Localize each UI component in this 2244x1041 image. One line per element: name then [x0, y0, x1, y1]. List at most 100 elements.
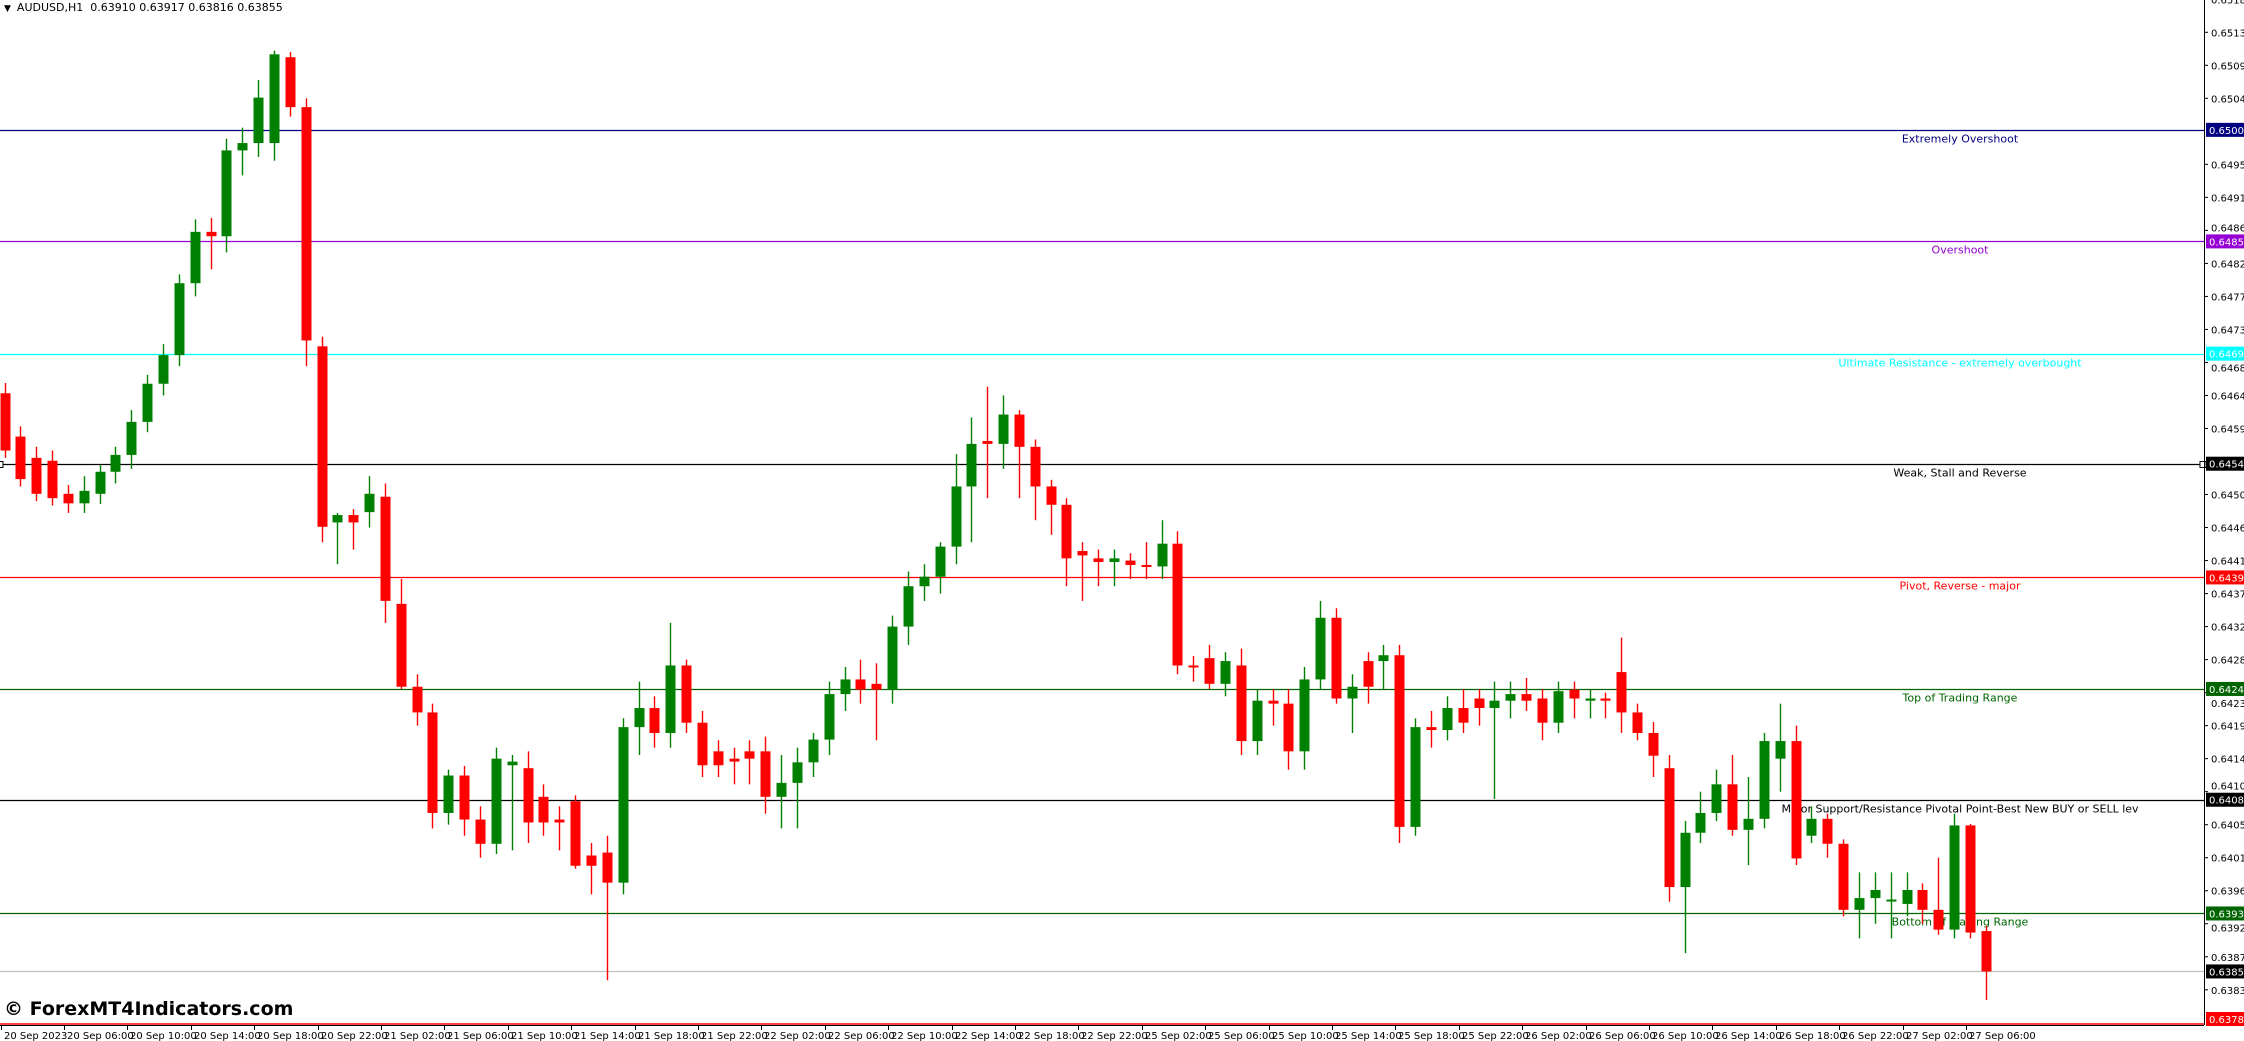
candle-body	[1378, 655, 1389, 662]
candle-body	[744, 751, 755, 759]
candle-body	[1569, 689, 1580, 699]
level-label: Ultimate Resistance - extremely overboug…	[1838, 357, 2082, 370]
candle-body	[1410, 727, 1421, 827]
time-tick-label: 22 Sep 10:00	[891, 1031, 958, 1041]
candle-body	[317, 346, 328, 527]
candle-body	[332, 515, 343, 523]
candle-body	[681, 665, 692, 723]
candle-body	[1553, 691, 1564, 723]
time-tick-label: 20 Sep 06:00	[67, 1031, 134, 1041]
candle-body	[649, 708, 660, 733]
price-tick-label: 0.64145	[2211, 755, 2244, 766]
candle-body	[1299, 679, 1310, 752]
candle-body	[491, 758, 502, 844]
price-tag	[2206, 122, 2244, 137]
candle-body	[1157, 543, 1168, 567]
candle-body	[1093, 558, 1104, 563]
time-tick-label: 22 Sep 18:00	[1018, 1031, 1085, 1041]
candle-body	[1933, 909, 1944, 930]
chart-header: ▼ AUDUSD,H1 0.63910 0.63917 0.63816 0.638…	[4, 1, 283, 14]
candle-body	[1442, 708, 1453, 731]
time-tick-label: 20 Sep 10:00	[130, 1031, 197, 1041]
time-tick-label: 25 Sep 06:00	[1208, 1031, 1275, 1041]
candle-body	[0, 393, 11, 451]
price-tag	[2206, 906, 2244, 921]
time-tick-label: 26 Sep 10:00	[1652, 1031, 1719, 1041]
candle-body	[1822, 818, 1833, 844]
candle-body	[412, 686, 423, 713]
candle-body	[554, 819, 565, 823]
time-tick-label: 25 Sep 10:00	[1272, 1031, 1339, 1041]
candle-body	[396, 603, 407, 687]
time-tick-label: 26 Sep 02:00	[1525, 1031, 1592, 1041]
candle-body	[1046, 486, 1057, 505]
price-tag-label: 0.65002	[2209, 126, 2244, 137]
price-tag-label: 0.63855	[2209, 967, 2244, 978]
time-tick-label: 20 Sep 2023	[4, 1031, 67, 1041]
candle-body	[221, 150, 232, 237]
price-tag-label: 0.64392	[2209, 573, 2244, 584]
price-tag-label: 0.64697	[2209, 350, 2244, 361]
candle-body	[1711, 784, 1722, 813]
candle-body	[285, 57, 296, 108]
level-label: Top of Trading Range	[1902, 692, 2018, 705]
price-tick-label: 0.64415	[2211, 557, 2244, 568]
candle-body	[110, 454, 121, 472]
candle-body	[1141, 564, 1152, 567]
price-tick-label: 0.64775	[2211, 292, 2244, 303]
time-tick-label: 26 Sep 18:00	[1779, 1031, 1846, 1041]
candle-body	[871, 683, 882, 690]
candle-body	[1458, 708, 1469, 723]
level-label: Overshoot	[1932, 244, 1990, 257]
candle-body	[206, 231, 217, 237]
line-handle-left	[0, 461, 4, 468]
candle-body	[142, 383, 153, 422]
line-handle-right	[2199, 461, 2207, 468]
candle-body	[1363, 661, 1374, 687]
price-tick-label: 0.64865	[2211, 223, 2244, 234]
candle-body	[776, 782, 787, 797]
price-tag	[2206, 570, 2244, 585]
candle-body	[269, 54, 280, 144]
candle-body	[1664, 768, 1675, 888]
candle-body	[792, 762, 803, 783]
candle-body	[1109, 558, 1120, 563]
candle-body	[855, 679, 866, 690]
candle-body	[523, 768, 534, 823]
candle-body	[1632, 712, 1643, 733]
candle-body	[840, 679, 851, 695]
ohlc-readout: 0.63910 0.63917 0.63816 0.63855	[90, 1, 283, 14]
candle-body	[1014, 414, 1025, 447]
candle-body	[1585, 698, 1596, 701]
price-tag	[2206, 456, 2244, 471]
candle-body	[1188, 665, 1199, 668]
candle-body	[887, 626, 898, 690]
price-tick-label: 0.64235	[2211, 699, 2244, 710]
price-tag-label: 0.64089	[2209, 796, 2244, 807]
time-tick-label: 20 Sep 18:00	[257, 1031, 324, 1041]
price-tick-label: 0.64505	[2211, 491, 2244, 502]
time-tick-label: 22 Sep 22:00	[1081, 1031, 1148, 1041]
price-tag-label: 0.64547	[2209, 460, 2244, 471]
price-tick-label: 0.64685	[2211, 364, 2244, 375]
candle-body	[1791, 741, 1802, 859]
candle-body	[824, 694, 835, 740]
candle-body	[443, 775, 454, 813]
candle-body	[190, 231, 201, 284]
candle-body	[1600, 698, 1611, 701]
time-tick-label: 21 Sep 14:00	[574, 1031, 641, 1041]
candle-body	[713, 751, 724, 766]
candle-body	[63, 493, 74, 504]
candle-body	[158, 355, 169, 384]
price-tag	[2206, 234, 2244, 249]
caret-down-icon[interactable]: ▼	[4, 4, 11, 14]
candle-body	[126, 421, 137, 455]
